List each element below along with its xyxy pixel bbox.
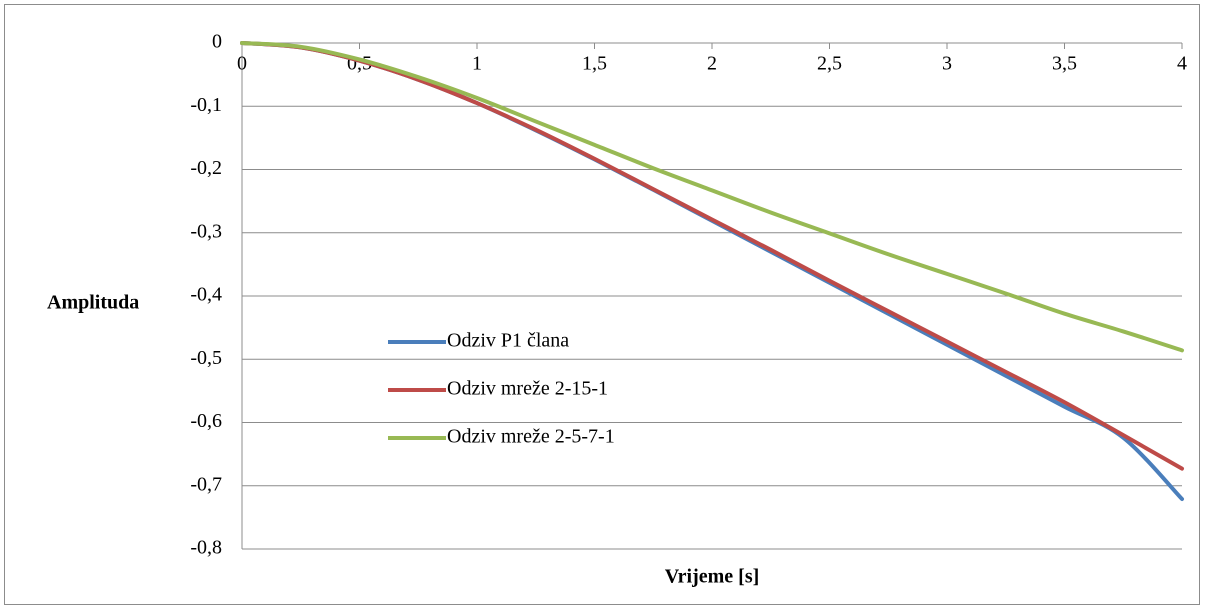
series-lines [240,41,1184,502]
y-tick-label: -0,1 [190,94,222,116]
y-tick-label: -0,4 [190,284,222,306]
y-tick-label: -0,5 [190,347,222,369]
legend-label-1: Odziv P1 člana [447,330,569,352]
x-tick-label: 3,5 [1052,53,1077,75]
axes: 0-0,1-0,2-0,3-0,4-0,5-0,6-0,7-0,80 0,5 1 1,… [190,31,1187,559]
x-tick-label: 2 [707,53,717,75]
y-tick-label: 0 [212,31,222,53]
x-axis-title: Vrijeme [s] [665,566,760,588]
y-tick-label: -0,7 [190,473,222,495]
grid-lines [242,105,1182,550]
x-tick-label: 0 [237,53,247,75]
y-tick-label: -0,3 [190,220,222,242]
x-tick-label: 3 [942,53,952,75]
y-tick-label: -0,2 [190,157,222,179]
series-line-3 [240,41,1184,353]
x-tick-label: 1,5 [582,53,607,75]
y-tick-label: -0,6 [190,410,222,432]
y-tick-label: -0,8 [190,537,222,559]
x-tick-label: 1 [472,53,482,75]
series-line-2 [240,41,1184,471]
x-tick-label: 4 [1177,53,1187,75]
x-tick-label: 2,5 [817,53,842,75]
legend-label-2: Odziv mreže 2-15-1 [447,378,608,400]
series-line-1 [240,41,1184,502]
y-axis-title: Amplituda [47,292,139,314]
chart-frame [4,4,1200,605]
legend-label-3: Odziv mreže 2-5-7-1 [447,426,615,448]
legend: Odziv P1 člana Odziv mreže 2-15-1 Odziv mr… [388,330,615,448]
